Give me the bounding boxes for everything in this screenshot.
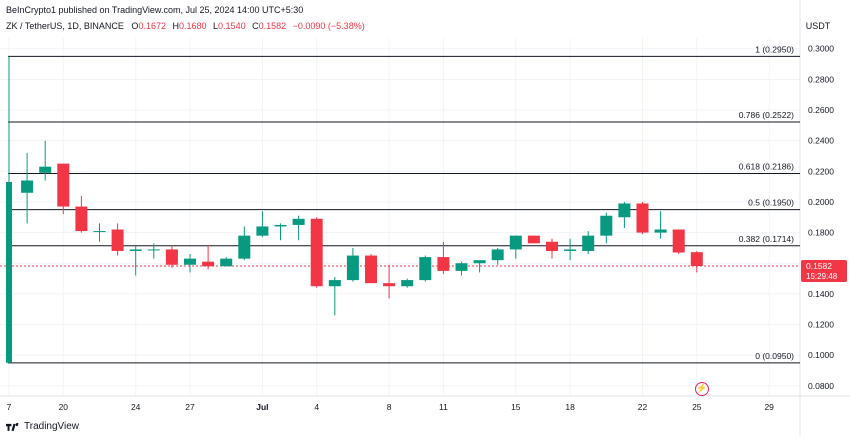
candle-body — [419, 257, 432, 281]
candle-body — [256, 226, 269, 236]
x-tick-label: 4 — [314, 402, 319, 412]
candle-body — [672, 229, 685, 253]
candle-body — [292, 218, 305, 225]
candle-body — [202, 261, 215, 267]
y-tick-label: 0.1200 — [808, 320, 834, 330]
candle-body — [564, 249, 577, 251]
fib-level-label: 0 (0.0950) — [755, 351, 794, 361]
x-tick-label: Jul — [256, 402, 268, 412]
candle-body — [6, 182, 12, 363]
last-price-value: 0.1582 — [806, 261, 832, 271]
low-value: 0.1540 — [218, 21, 246, 31]
candle-body — [455, 263, 468, 271]
candle-body — [274, 224, 287, 227]
high-value: 0.1680 — [178, 21, 207, 31]
x-tick-label: 11 — [439, 402, 448, 412]
candle-body — [184, 258, 196, 265]
fib-level-label: 0.5 (0.1950) — [748, 198, 794, 208]
y-tick-label: 0.2800 — [808, 74, 834, 84]
tradingview-logo-icon — [6, 422, 19, 431]
candle-body — [93, 231, 106, 233]
candle-body — [401, 280, 414, 287]
candle-body — [654, 229, 667, 233]
x-tick-label: 8 — [387, 402, 392, 412]
x-tick-label: 25 — [692, 402, 702, 412]
candle-body — [690, 252, 703, 266]
candle-body — [383, 283, 396, 287]
x-tick-label: 24 — [131, 402, 141, 412]
last-price-countdown: 15:29:48 — [806, 272, 838, 281]
candle-body — [346, 255, 359, 281]
fib-level-label: 1 (0.2950) — [755, 44, 794, 54]
candle-body — [636, 203, 649, 233]
candle-body — [509, 235, 522, 250]
branding-name: TradingView — [24, 421, 80, 432]
candle-body — [310, 218, 323, 287]
close-label: C — [252, 21, 259, 31]
candle-body — [129, 249, 142, 251]
open-value: 0.1672 — [138, 21, 166, 31]
x-tick-label: 22 — [638, 402, 648, 412]
candle-body — [21, 180, 34, 193]
tradingview-branding[interactable]: TradingView — [6, 421, 79, 432]
fib-level-label: 0.618 (0.2186) — [739, 161, 794, 171]
high-label: H — [172, 21, 179, 31]
y-tick-label: 0.2200 — [808, 166, 834, 176]
y-tick-label: 0.1000 — [808, 350, 834, 360]
y-tick-label: 0.0800 — [808, 381, 834, 391]
candle-body — [57, 163, 70, 207]
y-tick-label: 0.1400 — [808, 289, 834, 299]
candle-body — [328, 280, 341, 287]
fib-level-label: 0.382 (0.1714) — [739, 234, 794, 244]
candle-body — [600, 215, 613, 236]
candle-body — [238, 235, 251, 259]
open-label: O — [131, 21, 139, 31]
candle-body — [147, 249, 160, 251]
candle-body — [582, 235, 595, 251]
last-price-badge — [801, 259, 847, 282]
fib-level-label: 0.786 (0.2522) — [739, 110, 794, 120]
x-tick-label: 29 — [764, 402, 774, 412]
candle-body — [220, 258, 233, 267]
publication-notice: BeInCrypto1 published on TradingView.com… — [6, 5, 304, 15]
y-tick-label: 0.3000 — [808, 44, 834, 54]
symbol-legend: ZK / TetherUS, 1D, BINANCE O0.1672 H0.16… — [6, 21, 365, 31]
x-tick-label: 27 — [185, 402, 195, 412]
x-tick-label: 7 — [7, 402, 12, 412]
candle-body — [165, 249, 178, 265]
currency-button[interactable]: USDT — [805, 21, 831, 31]
symbol-name: ZK / TetherUS, 1D, BINANCE — [6, 21, 124, 31]
close-value: 0.1582 — [258, 21, 287, 31]
candle-body — [75, 206, 88, 232]
candle-body — [546, 241, 558, 251]
candle-body — [618, 203, 631, 218]
y-tick-label: 0.2000 — [808, 197, 834, 207]
candle-body — [365, 255, 377, 284]
candle-body — [39, 166, 52, 173]
low-label: L — [213, 21, 219, 31]
x-tick-label: 15 — [511, 402, 521, 412]
x-tick-label: 18 — [565, 402, 575, 412]
candle-body — [111, 229, 124, 251]
y-tick-label: 0.1800 — [808, 228, 834, 238]
candle-body — [473, 260, 486, 264]
x-tick-label: 20 — [59, 402, 69, 412]
y-tick-label: 0.2400 — [808, 136, 834, 146]
change-value: −0.0090 (−5.38%) — [292, 21, 365, 31]
candle-body — [437, 257, 450, 271]
flash-icon[interactable]: ⚡ — [695, 382, 709, 396]
candle-body — [527, 235, 540, 244]
candle-body — [491, 249, 504, 261]
y-tick-label: 0.2600 — [808, 105, 834, 115]
